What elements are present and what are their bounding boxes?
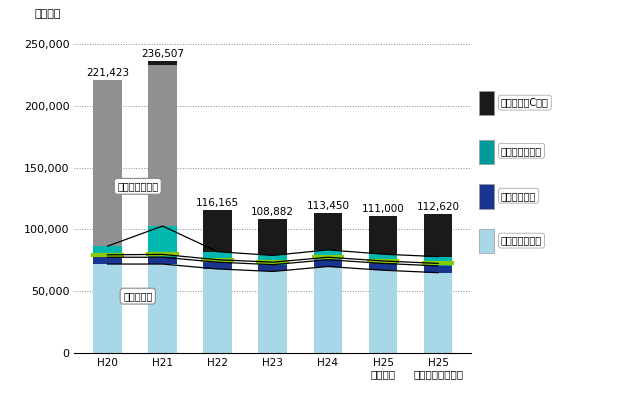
Bar [203,269,232,353]
Bar [369,270,397,353]
Bar [314,213,342,250]
Text: 受取手数料収入: 受取手数料収入 [501,146,542,156]
Text: 113,450: 113,450 [306,201,350,211]
Bar [369,216,397,254]
Text: 112,620: 112,620 [417,202,459,212]
Bar [259,219,287,255]
Bar [424,214,453,257]
Bar [93,80,122,246]
Bar [369,254,397,261]
Bar [203,252,232,260]
Bar [203,260,232,262]
Bar [93,257,122,264]
Text: 221,423: 221,423 [86,68,129,78]
Bar [148,65,177,226]
Bar [259,265,287,271]
Bar [93,246,122,255]
Bar [148,226,177,254]
FancyBboxPatch shape [479,229,494,253]
Bar [148,264,177,353]
Bar [369,263,397,270]
Text: 文化・交流C売上: 文化・交流C売上 [501,98,549,107]
Text: 所有床賃置収入: 所有床賃置収入 [501,236,542,245]
Bar [369,261,397,263]
Bar [148,257,177,264]
Bar [93,264,122,353]
Bar [424,263,453,266]
Bar [314,260,342,267]
Bar [148,61,177,65]
Text: 土地賃貸収入: 土地賃貸収入 [501,191,536,200]
Bar [424,273,453,353]
Bar [203,210,232,252]
Bar [259,262,287,265]
Text: 108,882: 108,882 [251,207,294,217]
Bar [424,257,453,263]
Text: 116,165: 116,165 [196,198,239,208]
FancyBboxPatch shape [479,184,494,209]
Text: 111,000: 111,000 [361,204,404,214]
Text: （千円）: （千円） [35,9,61,19]
Bar [148,254,177,257]
Text: 駅前駐車場収入: 駅前駐車場収入 [117,181,158,191]
Bar [314,250,342,257]
Text: 236,507: 236,507 [141,49,184,59]
Bar [93,255,122,257]
Bar [424,266,453,273]
Bar [259,271,287,353]
Text: 受託料収入: 受託料収入 [123,291,153,301]
Bar [314,257,342,260]
Bar [314,267,342,353]
FancyBboxPatch shape [479,140,494,164]
Bar [259,255,287,262]
FancyBboxPatch shape [479,91,494,115]
Bar [203,262,232,269]
